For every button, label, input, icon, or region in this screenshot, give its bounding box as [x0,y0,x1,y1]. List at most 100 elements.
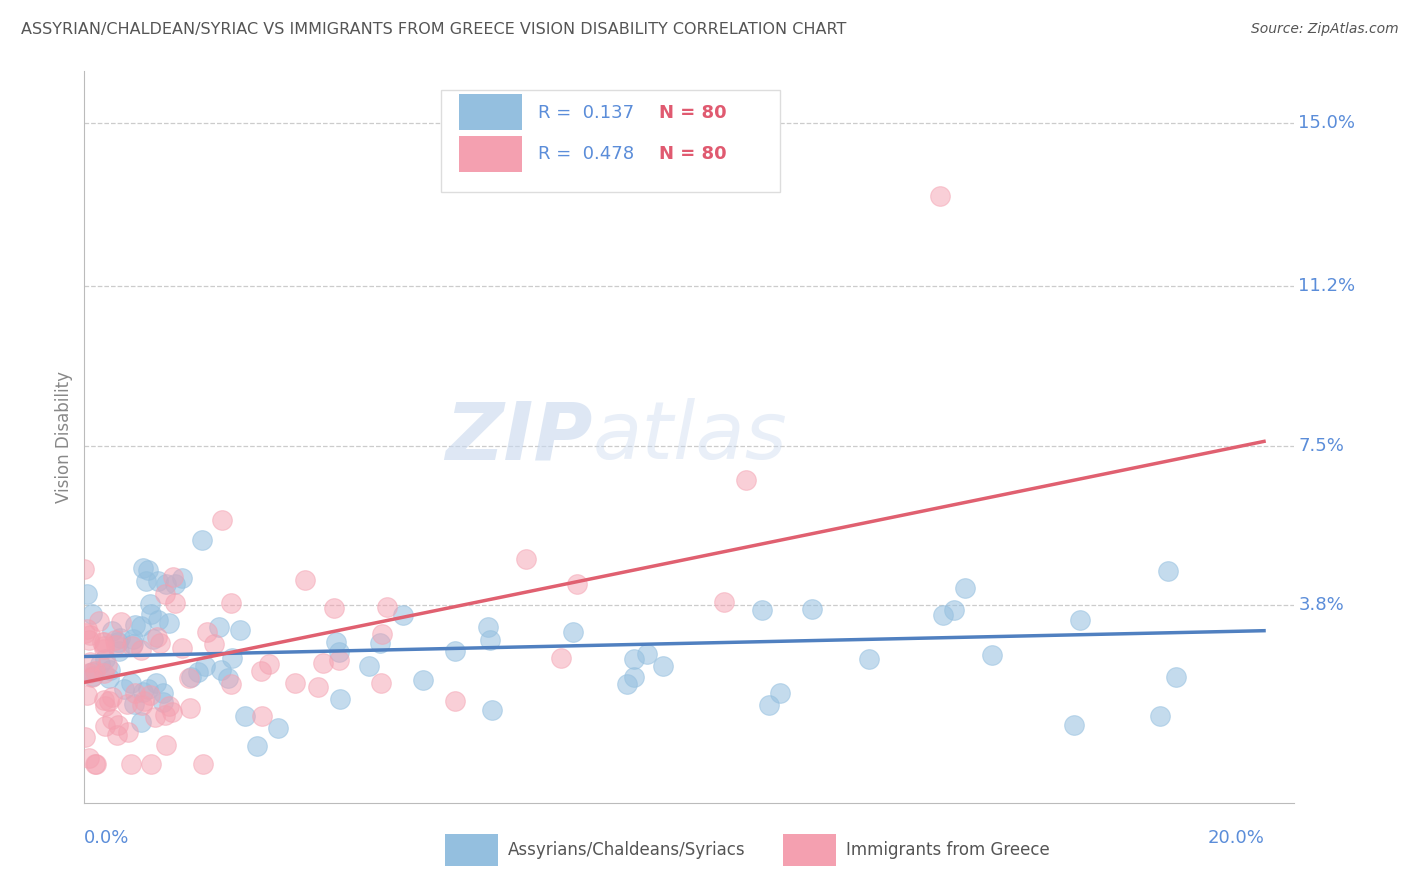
Point [1069,613,1091,627]
Point [146,613,169,627]
Point [93,665,115,680]
Point [146,630,169,644]
Point [124,686,146,700]
Point [155,576,177,591]
Point [179,671,201,685]
Point [149,636,172,650]
Text: N = 80: N = 80 [659,145,727,163]
Point [143,709,166,723]
Point [89,614,111,628]
Point [562,625,585,640]
Point [138,563,160,577]
Point [194,659,217,673]
Point [110,615,132,629]
Point [131,685,153,699]
Text: Immigrants from Greece: Immigrants from Greece [846,841,1050,859]
Point [93,693,115,707]
Point [209,664,232,678]
Point [266,721,288,735]
Point [163,577,186,591]
Text: Source: ZipAtlas.com: Source: ZipAtlas.com [1251,22,1399,37]
Point [567,577,589,591]
Point [163,596,186,610]
Point [550,651,572,665]
Point [233,709,256,723]
Point [928,189,950,203]
Point [139,757,162,772]
Point [141,607,163,621]
Point [107,635,129,649]
Point [477,620,499,634]
Point [208,620,231,634]
Point [444,644,467,658]
Point [180,670,202,684]
Point [80,670,103,684]
Point [515,552,537,566]
Point [93,642,115,657]
Point [801,602,824,616]
Y-axis label: Vision Disability: Vision Disability [55,371,73,503]
Point [129,619,152,633]
Point [80,607,103,622]
Point [943,603,966,617]
Point [76,587,98,601]
Point [1157,565,1180,579]
Point [79,656,101,670]
FancyBboxPatch shape [460,95,522,130]
Point [370,676,392,690]
Point [77,751,100,765]
Point [152,686,174,700]
Point [211,513,233,527]
Point [328,653,350,667]
Point [82,665,104,679]
Point [257,657,280,671]
FancyBboxPatch shape [441,90,780,192]
Point [229,623,252,637]
Point [325,635,347,649]
Point [221,651,243,665]
Point [138,597,160,611]
Point [94,652,117,666]
Point [73,625,96,640]
Point [79,627,101,641]
Point [284,675,307,690]
Text: 0.0%: 0.0% [84,829,129,847]
Point [155,738,177,752]
Point [1063,718,1085,732]
Point [980,648,1002,662]
Point [246,739,269,754]
Point [103,633,125,648]
Point [221,677,243,691]
Point [858,652,880,666]
Text: 11.2%: 11.2% [1298,277,1355,295]
Point [250,708,273,723]
Text: 3.8%: 3.8% [1298,596,1344,614]
Text: Assyrians/Chaldeans/Syriacs: Assyrians/Chaldeans/Syriacs [508,841,745,859]
Point [328,692,350,706]
Point [100,690,122,704]
Text: 7.5%: 7.5% [1298,437,1344,455]
Point [478,633,501,648]
Point [187,665,209,679]
Point [328,645,350,659]
Point [250,665,273,679]
Point [202,637,225,651]
Point [375,600,398,615]
Point [107,644,129,658]
Point [136,681,159,696]
Point [623,652,645,666]
Point [135,574,157,589]
Point [322,600,344,615]
Point [101,712,124,726]
Point [307,680,329,694]
Point [122,636,145,650]
Point [93,634,115,648]
Point [751,603,773,617]
Text: ASSYRIAN/CHALDEAN/SYRIAC VS IMMIGRANTS FROM GREECE VISION DISABILITY CORRELATION: ASSYRIAN/CHALDEAN/SYRIAC VS IMMIGRANTS F… [21,22,846,37]
Point [623,670,645,684]
Point [412,673,434,688]
FancyBboxPatch shape [783,834,837,866]
Point [444,693,467,707]
Point [94,698,117,713]
Point [145,675,167,690]
